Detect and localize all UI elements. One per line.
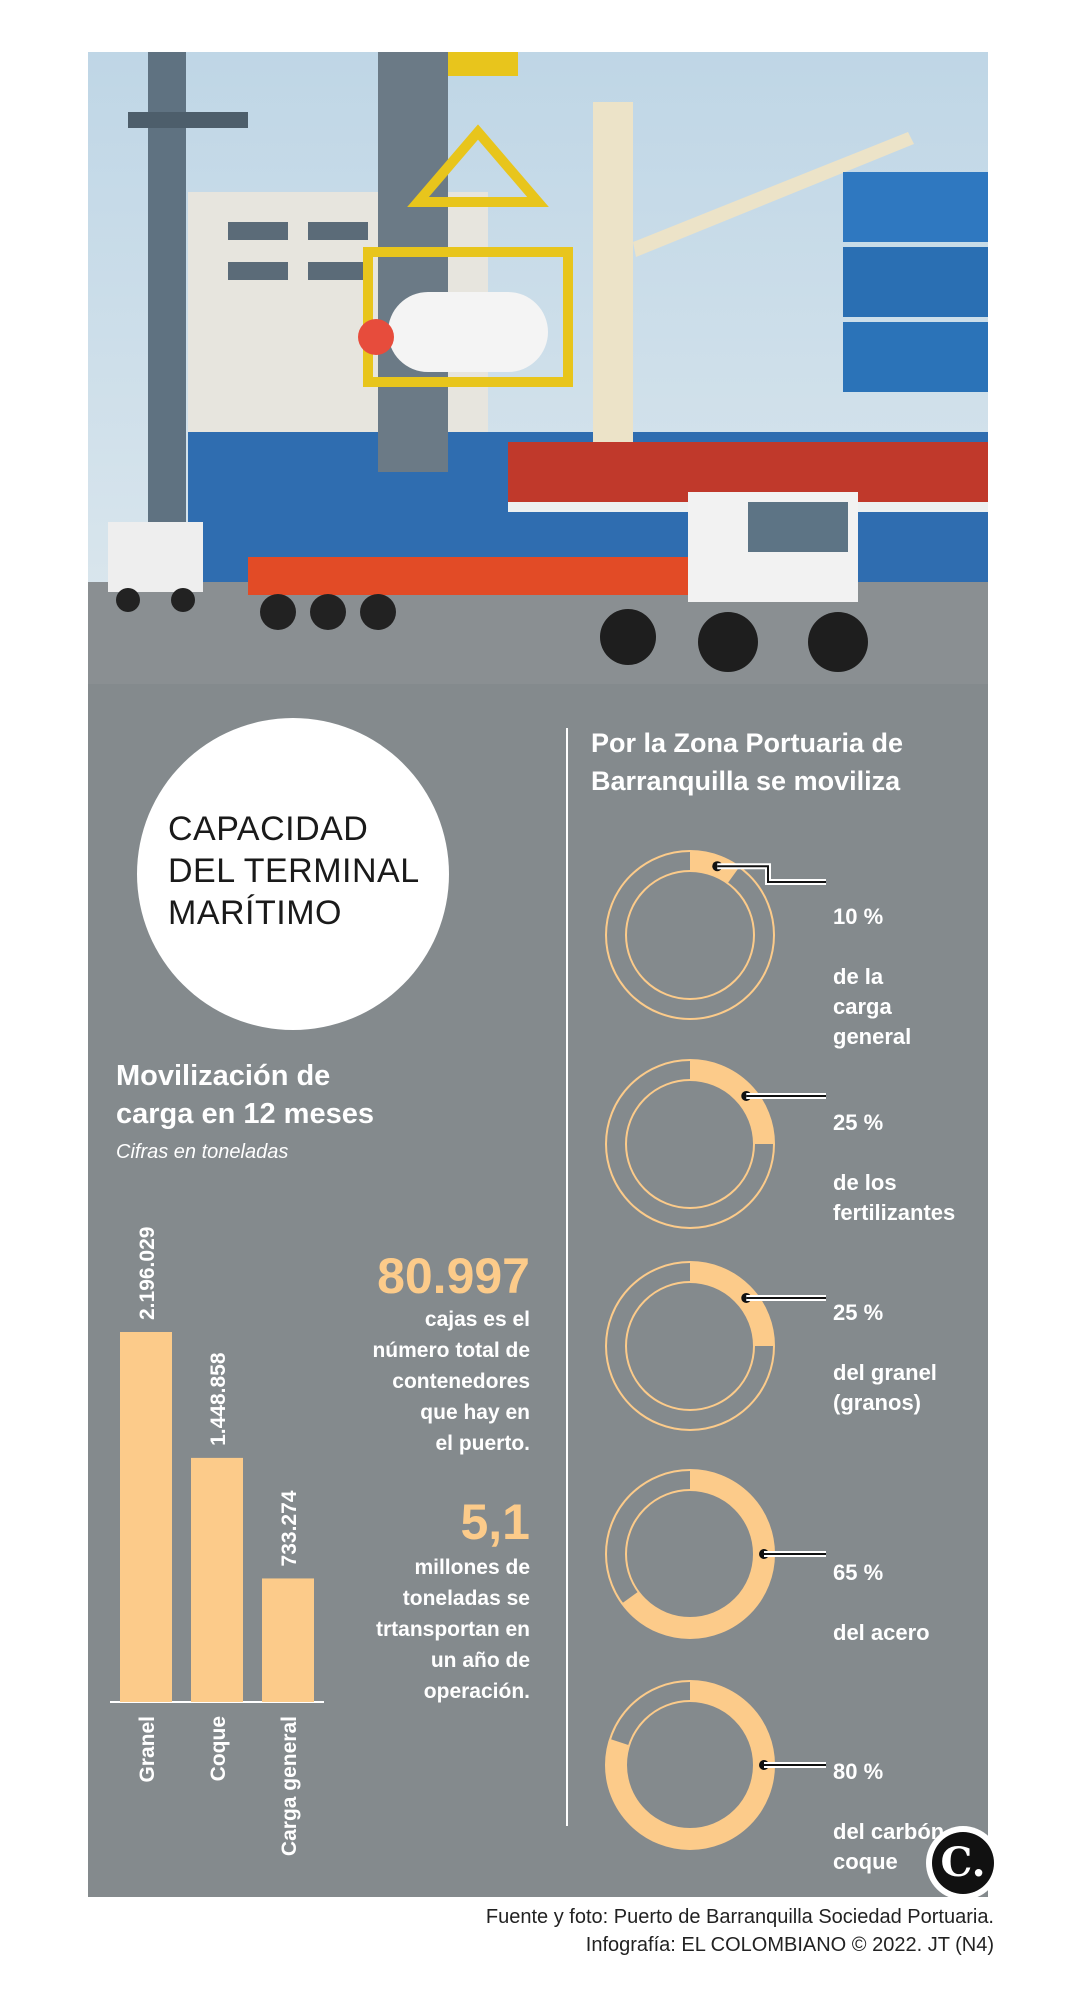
stat-tonnes-text: millones de toneladas se trtansportan en… (375, 1556, 530, 1703)
ring-inner-1 (625, 870, 755, 1000)
ring-value-1: 10 % (833, 904, 884, 929)
ring-inner-3 (625, 1281, 755, 1411)
bar-2 (191, 1457, 243, 1702)
ring-value-3: 25 % (833, 1300, 884, 1325)
stat-tonnes-number: 5,1 (460, 1494, 530, 1550)
bar-value-label-1: 2.196.029 (136, 1227, 159, 1320)
ring-inner-5 (625, 1700, 755, 1830)
ring-label-5: 80 % del carbón coque (833, 1727, 983, 1877)
ring-desc-4: del acero (833, 1620, 930, 1645)
bar-1 (120, 1332, 172, 1702)
ring-value-4: 65 % (833, 1560, 884, 1585)
column-divider (566, 728, 568, 1826)
ring-label-3: 25 % del granel (granos) (833, 1268, 983, 1418)
bar-value-label-2: 1.448.858 (207, 1352, 230, 1446)
cargo-bar-chart: 2.196.029 Granel 1.448.858 Coque 733.274 Carg… (110, 1227, 324, 1856)
ring-segment-3 (690, 1262, 774, 1346)
credit-infographic: Infografía: EL COLOMBIANO © 2022. JT (N4… (585, 1934, 994, 1956)
bar-chart-heading: Movilización de carga en 12 meses (116, 1060, 374, 1130)
port-photo (88, 52, 988, 684)
infographic-title: CAPACIDAD DEL TERMINAL MARÍTIMO (168, 810, 420, 932)
ring-value-5: 80 % (833, 1759, 884, 1784)
ring-label-4: 65 % del acero (833, 1528, 983, 1648)
el-colombiano-logo: C. (926, 1826, 1000, 1900)
ring-outer-1 (605, 850, 775, 1020)
ring-value-2: 25 % (833, 1110, 884, 1135)
bar-category-label-1: Granel (136, 1716, 159, 1783)
credit-source: Fuente y foto: Puerto de Barranquilla So… (485, 1906, 994, 1928)
stat-containers-number: 80.997 (377, 1248, 530, 1304)
bar-chart-subtitle: Cifras en toneladas (116, 1141, 289, 1163)
ring-desc-3: del granel (granos) (833, 1360, 937, 1415)
bar-3 (262, 1578, 314, 1702)
ring-inner-4 (625, 1489, 755, 1619)
bar-category-label-3: Carga general (278, 1716, 301, 1856)
bar-value-label-3: 733.274 (278, 1490, 301, 1566)
ring-label-1: 10 % de la carga general (833, 872, 983, 1052)
bar-category-label-2: Coque (207, 1716, 230, 1781)
title-circle (137, 718, 449, 1030)
ring-desc-2: de los fertilizantes (833, 1170, 956, 1225)
ring-inner-2 (625, 1079, 755, 1209)
stat-containers-text: cajas es el número total de contenedores… (372, 1308, 530, 1455)
ring-leader-1 (717, 865, 826, 883)
ring-desc-5: del carbón coque (833, 1819, 945, 1874)
ring-desc-1: de la carga general (833, 964, 912, 1049)
logo-mark: C. (932, 1832, 994, 1894)
ring-chart-heading: Por la Zona Portuaria de Barranquilla se… (591, 728, 904, 796)
ring-label-2: 25 % de los fertilizantes (833, 1078, 983, 1228)
port-share-rings (605, 850, 826, 1850)
ring-segment-2 (690, 1060, 774, 1144)
